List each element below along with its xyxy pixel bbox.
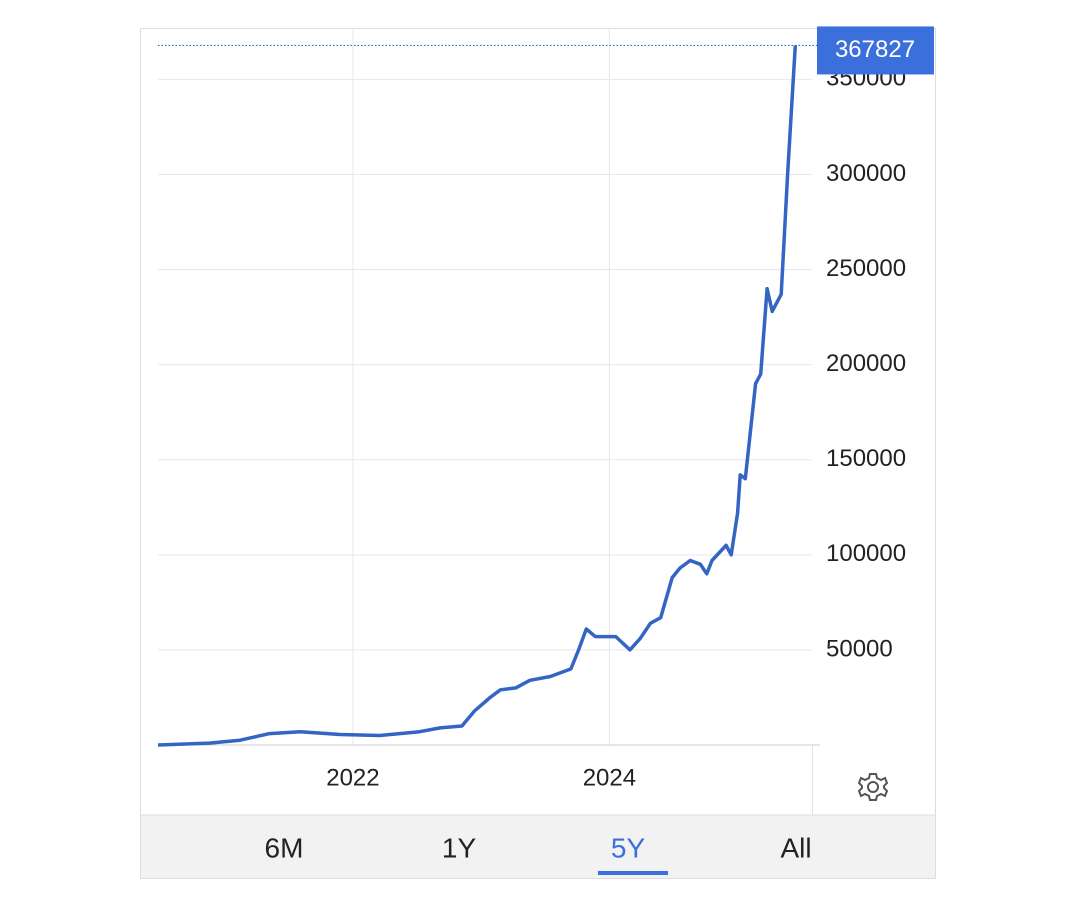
y-tick-label: 100000 bbox=[826, 540, 906, 567]
active-underline bbox=[598, 871, 668, 875]
last-value-label: 367827 bbox=[835, 36, 915, 63]
range-bar bbox=[141, 815, 935, 878]
range-button[interactable]: 5Y bbox=[611, 832, 646, 863]
price-line bbox=[157, 45, 798, 747]
x-tick-label: 2024 bbox=[583, 764, 636, 791]
settings-icon[interactable] bbox=[857, 773, 889, 801]
y-tick-label: 300000 bbox=[826, 160, 906, 187]
y-tick-label: 250000 bbox=[826, 255, 906, 282]
range-button[interactable]: 1Y bbox=[442, 832, 477, 863]
range-button[interactable]: 6M bbox=[265, 832, 304, 863]
y-tick-label: 200000 bbox=[826, 350, 906, 377]
range-button[interactable]: All bbox=[780, 832, 811, 863]
last-value-box bbox=[817, 26, 934, 75]
panel bbox=[140, 28, 936, 879]
x-tick-label: 2022 bbox=[326, 764, 379, 791]
y-tick-label: 50000 bbox=[826, 635, 893, 662]
y-tick-label: 150000 bbox=[826, 445, 906, 472]
